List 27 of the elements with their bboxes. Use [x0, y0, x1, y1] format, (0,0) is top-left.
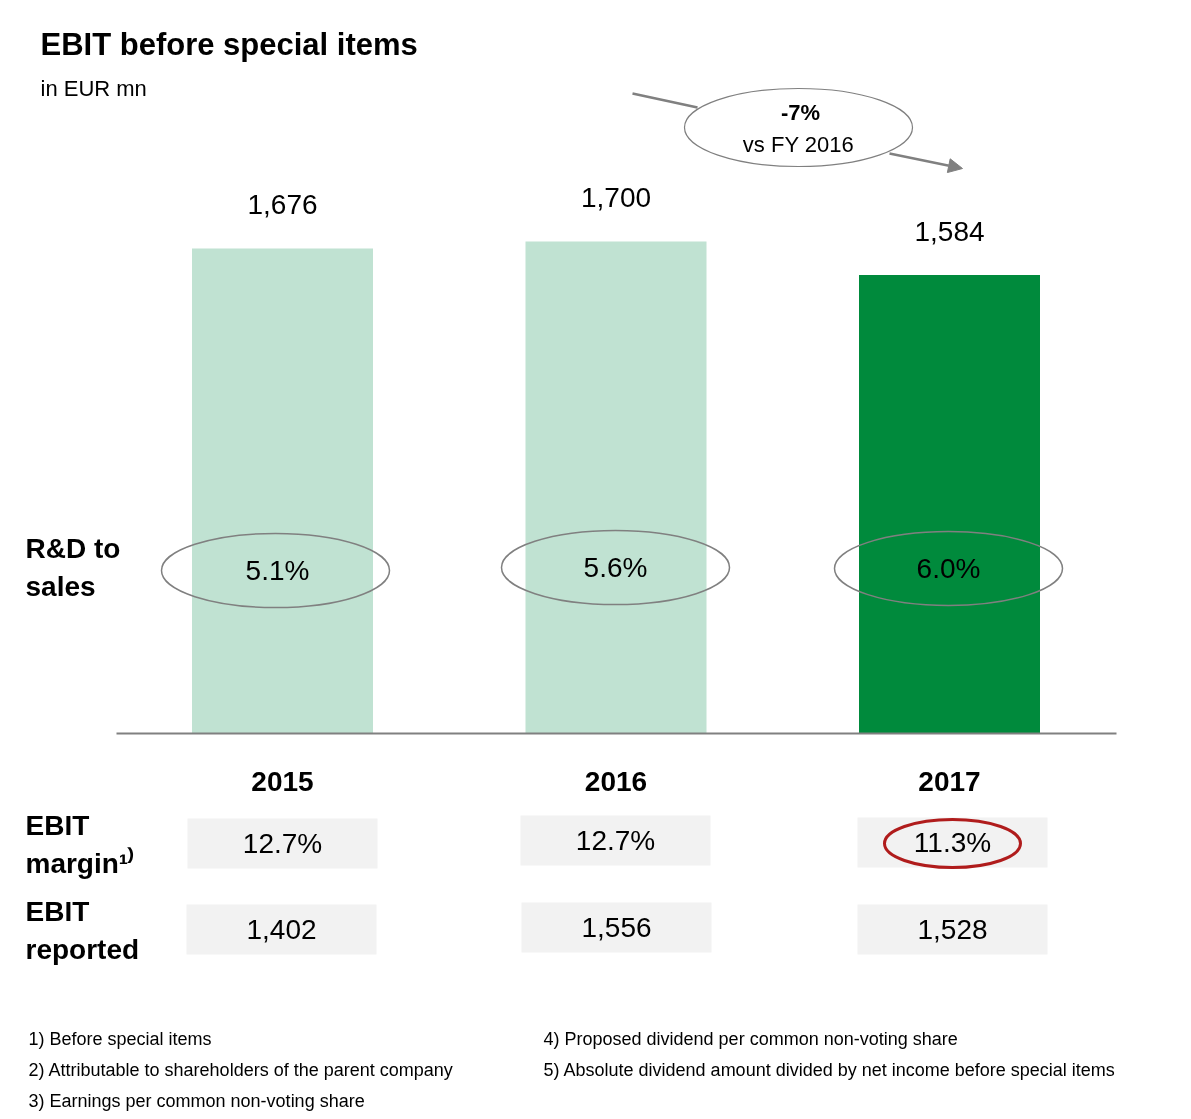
annotation: 5.6% — [583, 552, 648, 583]
text: 1,528 — [917, 914, 988, 945]
text: EBIT reported — [25, 896, 140, 965]
annotation: 5.1% — [245, 555, 310, 586]
x-tick-label: 2015 — [251, 766, 314, 797]
annotation: R&D to sales — [25, 533, 121, 602]
chart-subtitle: in EUR mn — [40, 76, 147, 101]
text: 2) Attributable to shareholders of the parent company — [28, 1059, 453, 1080]
text: 4) Proposed dividend per common non-voting share — [543, 1028, 958, 1049]
x-tick-label: 2016 — [584, 766, 648, 797]
data-label: 1,676 — [247, 188, 318, 220]
text: 3) Earnings per common non-voting share — [28, 1090, 365, 1111]
text: 12.7% — [242, 828, 323, 859]
text: 1,402 — [246, 914, 317, 945]
text: vs FY 2016 — [742, 132, 854, 157]
data-label: 1,584 — [914, 215, 985, 247]
chart-title: EBIT before special items — [40, 27, 418, 62]
data-label: 1,700 — [580, 182, 652, 213]
x-tick-label: 2017 — [918, 766, 981, 797]
text: 12.7% — [575, 825, 656, 856]
text: -7% — [780, 100, 821, 125]
annotation: 6.0% — [916, 553, 981, 584]
text: 1) Before special items — [28, 1028, 212, 1049]
text: EBIT margin¹⁾ — [25, 810, 135, 879]
text: 11.3% — [913, 827, 992, 858]
text: 5) Absolute dividend amount divided by net income before special items — [543, 1059, 1115, 1080]
text: 1,556 — [581, 912, 652, 943]
